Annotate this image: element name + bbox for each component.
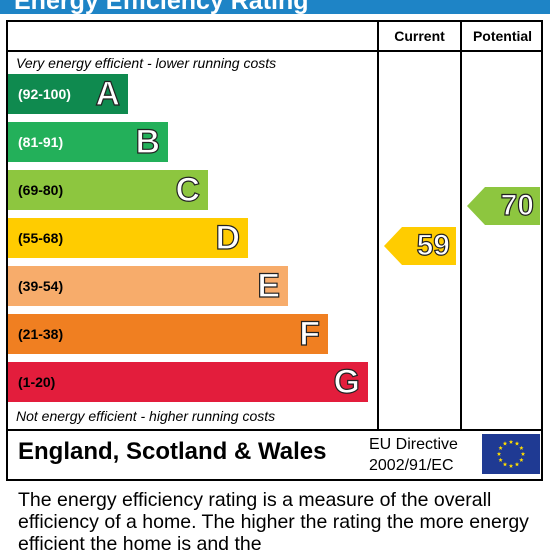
header-divider: [6, 50, 543, 52]
band-range-label: (81-91): [18, 134, 64, 150]
band-range-label: (55-68): [18, 230, 64, 246]
rating-table: [6, 20, 543, 481]
rating-band-e: (39-54) E: [8, 266, 288, 306]
eu-star-icon: [498, 457, 503, 462]
footer-divider: [6, 429, 543, 431]
rating-band-c: (69-80) C: [8, 170, 208, 210]
eu-star-icon: [498, 445, 503, 450]
rating-band-f: (21-38) F: [8, 314, 328, 354]
band-letter: A: [95, 74, 121, 113]
eu-star-icon: [502, 462, 508, 467]
region-label: England, Scotland & Wales: [18, 438, 327, 465]
eu-star-icon: [496, 451, 502, 456]
eu-star-icon: [514, 462, 520, 467]
potential-column-header: Potential: [472, 28, 533, 44]
band-letter: G: [333, 362, 361, 401]
band-range-label: (39-54): [18, 278, 64, 294]
band-range-label: (21-38): [18, 326, 64, 342]
eu-star-icon: [508, 463, 514, 468]
rating-band-b: (81-91) B: [8, 122, 168, 162]
rating-band-a: (92-100) A: [8, 74, 128, 114]
page-title: Energy Efficiency Rating: [14, 0, 309, 14]
potential-rating-value: 70: [500, 188, 535, 222]
current-rating-arrow: 59: [384, 227, 456, 265]
band-letter: F: [299, 314, 321, 353]
directive-line-1: EU Directive: [369, 436, 458, 453]
eu-star-icon: [519, 445, 524, 450]
band-letter: B: [135, 122, 161, 161]
current-rating-value: 59: [416, 228, 451, 262]
eu-star-icon: [519, 457, 524, 462]
current-column-divider: [377, 20, 379, 429]
directive-line-2: 2002/91/EC: [369, 457, 454, 474]
band-range-label: (92-100): [18, 86, 71, 102]
band-range-label: (69-80): [18, 182, 64, 198]
eu-star-icon: [520, 451, 526, 456]
bottom-note: Not energy efficient - higher running co…: [16, 408, 276, 424]
eu-star-icon: [514, 441, 520, 446]
title-bar: Energy Efficiency Rating: [0, 0, 550, 14]
band-range-label: (1-20): [18, 374, 56, 390]
rating-band-g: (1-20) G: [8, 362, 368, 402]
potential-column-divider: [460, 20, 462, 429]
top-note: Very energy efficient - lower running co…: [16, 55, 277, 71]
eu-star-icon: [508, 439, 514, 444]
eu-flag-icon: [482, 434, 540, 474]
band-letter: E: [257, 266, 281, 305]
eu-star-icon: [502, 441, 508, 446]
potential-rating-arrow: 70: [467, 187, 540, 225]
current-column-header: Current: [394, 28, 445, 44]
description-text: The energy efficiency rating is a measur…: [18, 489, 529, 555]
band-letter: D: [215, 218, 241, 257]
band-letter: C: [175, 170, 201, 209]
rating-band-d: (55-68) D: [8, 218, 248, 258]
